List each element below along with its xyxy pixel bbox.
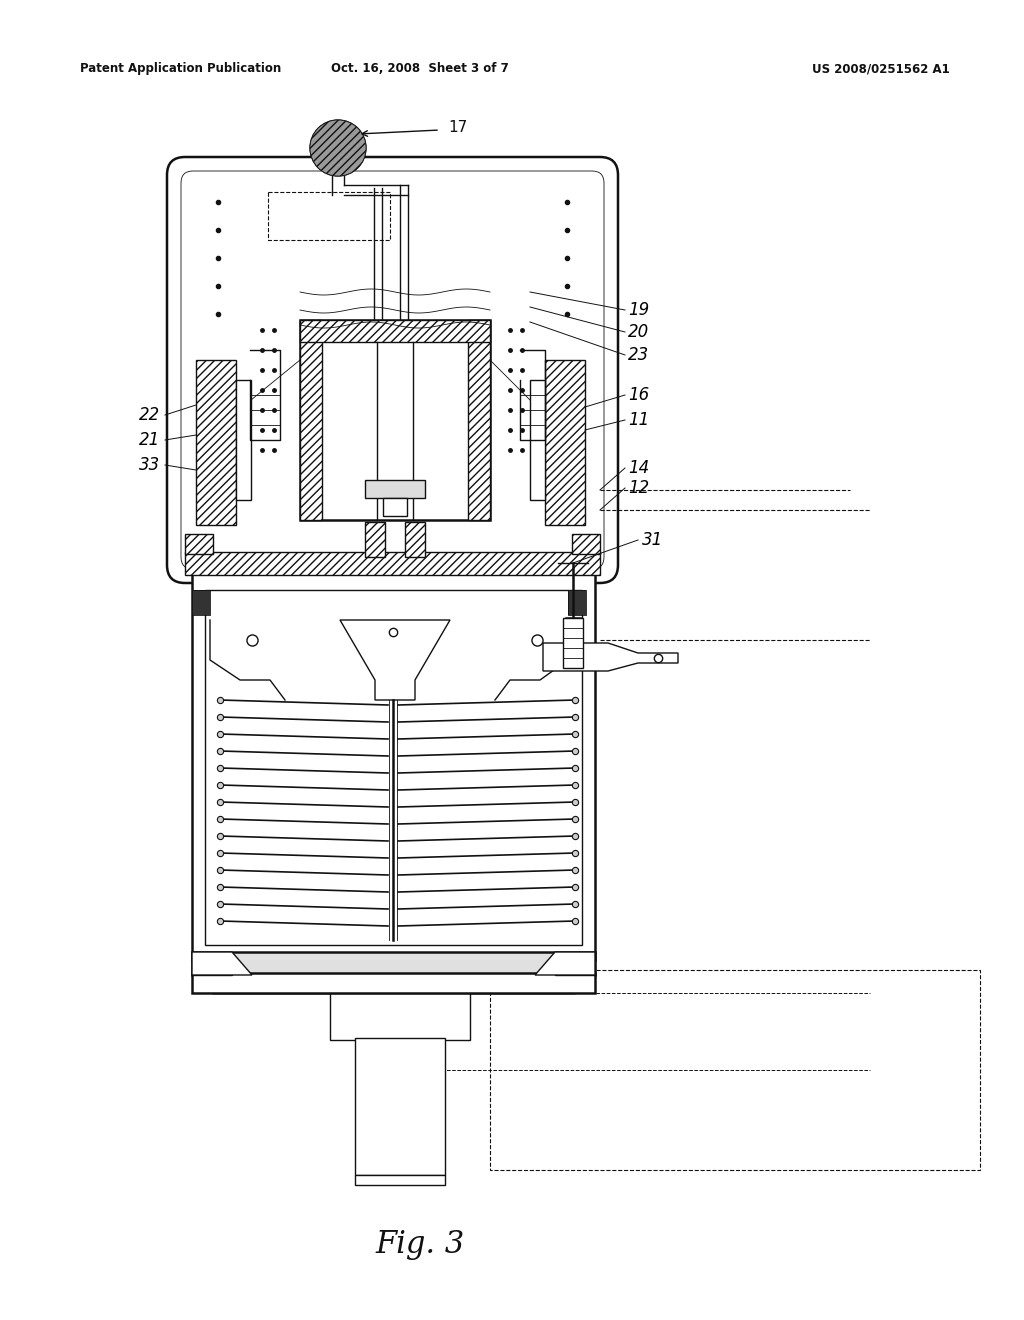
- Text: 22: 22: [138, 407, 160, 424]
- Text: 11: 11: [628, 411, 649, 429]
- Bar: [193, 590, 210, 615]
- Text: 12: 12: [628, 479, 649, 498]
- Bar: [205, 590, 582, 945]
- Text: 14: 14: [628, 459, 649, 477]
- Bar: [568, 590, 586, 615]
- Bar: [365, 480, 425, 498]
- Bar: [365, 521, 385, 557]
- Text: Fig. 3: Fig. 3: [376, 1229, 465, 1261]
- Bar: [563, 618, 583, 668]
- Bar: [185, 552, 600, 576]
- Bar: [545, 360, 585, 525]
- Polygon shape: [193, 952, 252, 975]
- Polygon shape: [340, 620, 450, 700]
- Text: 19: 19: [628, 301, 649, 319]
- Bar: [300, 319, 322, 520]
- FancyBboxPatch shape: [167, 157, 618, 583]
- Bar: [193, 973, 595, 993]
- Bar: [300, 319, 490, 342]
- Polygon shape: [543, 643, 678, 671]
- Text: 23: 23: [628, 346, 649, 364]
- Text: US 2008/0251562 A1: US 2008/0251562 A1: [812, 62, 950, 75]
- Bar: [406, 521, 425, 557]
- Bar: [193, 952, 595, 975]
- Bar: [185, 535, 213, 554]
- Bar: [530, 380, 545, 500]
- Text: 20: 20: [628, 323, 649, 341]
- Bar: [468, 319, 490, 520]
- Bar: [355, 1175, 445, 1185]
- Text: 33: 33: [138, 455, 160, 474]
- Text: Oct. 16, 2008  Sheet 3 of 7: Oct. 16, 2008 Sheet 3 of 7: [331, 62, 509, 75]
- Bar: [555, 952, 595, 975]
- Text: 31: 31: [642, 531, 664, 549]
- Text: Patent Application Publication: Patent Application Publication: [80, 62, 282, 75]
- Text: 21: 21: [138, 432, 160, 449]
- Bar: [193, 952, 232, 975]
- Circle shape: [310, 120, 366, 176]
- Bar: [490, 970, 980, 1170]
- Text: 16: 16: [628, 385, 649, 404]
- Bar: [193, 590, 210, 615]
- Bar: [196, 360, 236, 525]
- Bar: [193, 574, 595, 960]
- Bar: [572, 535, 600, 554]
- Bar: [300, 319, 490, 520]
- Polygon shape: [535, 952, 595, 975]
- Bar: [383, 498, 407, 516]
- Text: 17: 17: [449, 120, 467, 136]
- Bar: [236, 380, 251, 500]
- Circle shape: [310, 120, 366, 176]
- Bar: [355, 1038, 445, 1175]
- Polygon shape: [212, 993, 575, 1040]
- Bar: [268, 191, 390, 240]
- Bar: [568, 590, 586, 615]
